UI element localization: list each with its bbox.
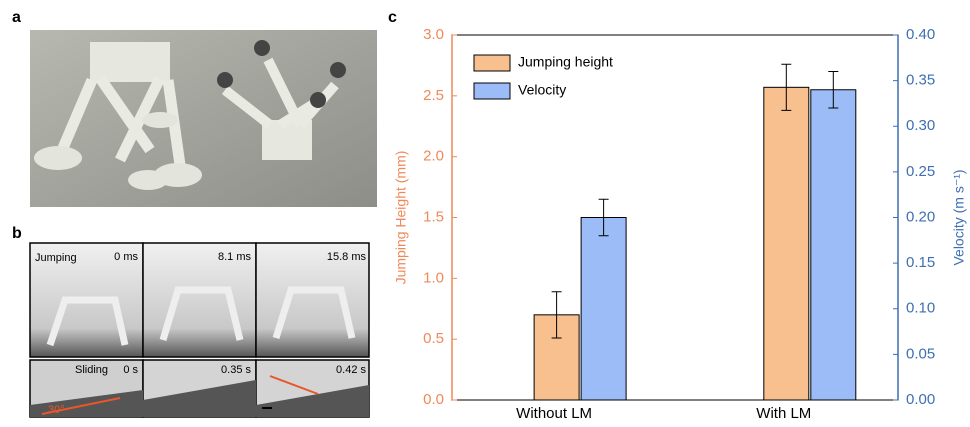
y-tick-label: 1.0 <box>423 269 444 286</box>
legend-label: Jumping height <box>518 54 613 70</box>
frame-time: 15.8 ms <box>327 251 367 263</box>
bar <box>811 90 856 400</box>
frame-time: 0 s <box>123 364 138 376</box>
y2-tick-label: 0.40 <box>906 26 935 43</box>
y2-tick-label: 0.10 <box>906 300 935 317</box>
chart: 0.0 0.5 1.0 1.5 2.0 2.5 3.0 0.00 0.05 0.10 0.15 0.2… <box>393 26 967 422</box>
frame-time: 0.35 s <box>221 364 251 376</box>
y-tick-label: 2.0 <box>423 148 444 165</box>
y2-tick-label: 0.00 <box>906 391 935 408</box>
legend-label: Velocity <box>518 82 566 98</box>
bar <box>581 218 626 401</box>
x-tick-label: With LM <box>756 405 811 422</box>
y2-tick-label: 0.20 <box>906 208 935 225</box>
y2-axis-title: Velocity (m s⁻¹) <box>951 169 967 265</box>
y2-tick-label: 0.35 <box>906 72 935 89</box>
frame-time: 8.1 ms <box>218 251 252 263</box>
y2-tick-label: 0.15 <box>906 254 935 271</box>
y-tick-label: 3.0 <box>423 26 444 43</box>
y-tick-label: 0.5 <box>423 330 444 347</box>
legend-swatch <box>474 83 510 99</box>
photo-a <box>30 30 377 207</box>
y-tick-label: 0.0 <box>423 391 444 408</box>
y-tick-label: 2.5 <box>423 87 444 104</box>
panel-label: a <box>12 9 21 26</box>
y-axis-title: Jumping Height (mm) <box>393 151 409 285</box>
x-tick-label: Without LM <box>516 405 592 422</box>
bar <box>764 87 809 400</box>
legend-swatch <box>474 55 510 71</box>
y2-tick-label: 0.25 <box>906 163 935 180</box>
frame-label: Sliding <box>75 364 108 376</box>
page: {"panel_labels": ["a", "b", "c"], "frame… <box>0 0 970 422</box>
frame-time: 0.42 s <box>336 364 366 376</box>
panel-label: c <box>388 9 397 26</box>
y2-tick-label: 0.05 <box>906 345 935 362</box>
y-tick-label: 1.5 <box>423 208 444 225</box>
frame-time: 0 ms <box>114 251 138 263</box>
angle-label: 30° <box>48 404 65 416</box>
panel-label: b <box>12 225 22 242</box>
frame-label: Jumping <box>35 252 77 264</box>
y2-tick-label: 0.30 <box>906 117 935 134</box>
figure: a b c Jumping 0 ms 8.1 ms 15.8 ms Slidin… <box>0 0 970 422</box>
